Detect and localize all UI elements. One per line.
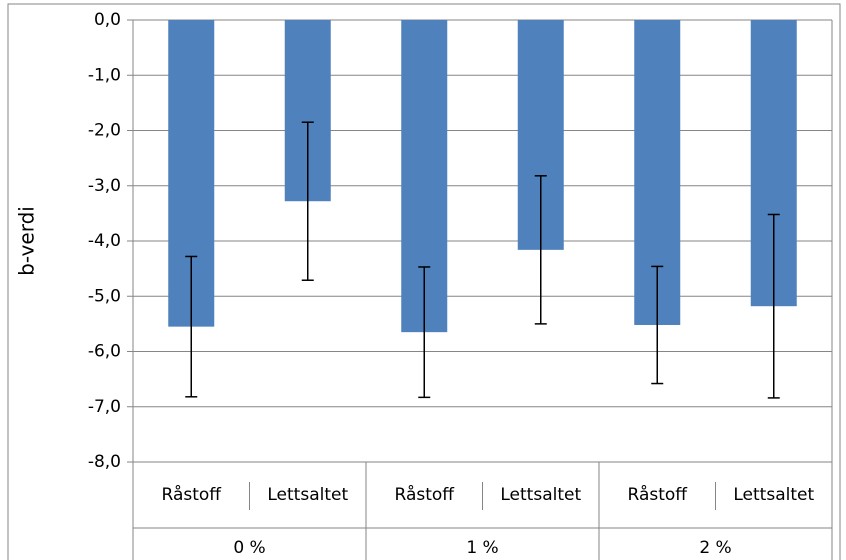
y-axis-title: b-verdi: [15, 206, 39, 276]
error-bar: [185, 255, 198, 398]
y-tick-label: -5,0: [88, 286, 121, 306]
group-label: 1 %: [466, 538, 498, 558]
y-tick-label: -8,0: [88, 452, 121, 472]
x-tick-label: Råstoff: [628, 484, 689, 505]
error-bar: [301, 121, 314, 281]
group-label: 0 %: [233, 538, 265, 558]
y-tick-label: -1,0: [88, 65, 121, 85]
y-tick-label: -6,0: [88, 342, 121, 362]
y-tick-label: -3,0: [88, 176, 121, 196]
y-tick-label: -7,0: [88, 397, 121, 417]
x-tick-label: Lettsaltet: [267, 485, 348, 505]
error-bar: [534, 175, 547, 325]
group-label: 2 %: [699, 538, 731, 558]
x-tick-label: Lettsaltet: [733, 485, 814, 505]
x-tick-label: Lettsaltet: [500, 485, 581, 505]
y-tick-label: 0,0: [94, 10, 121, 30]
error-bar: [418, 266, 431, 399]
y-tick-label: -4,0: [88, 231, 121, 251]
x-tick-label: Råstoff: [162, 484, 223, 505]
x-tick-label: Råstoff: [395, 484, 456, 505]
error-bar: [651, 265, 664, 385]
error-bar: [767, 213, 780, 399]
chart-border: [7, 3, 841, 560]
y-tick-label: -2,0: [88, 121, 121, 141]
